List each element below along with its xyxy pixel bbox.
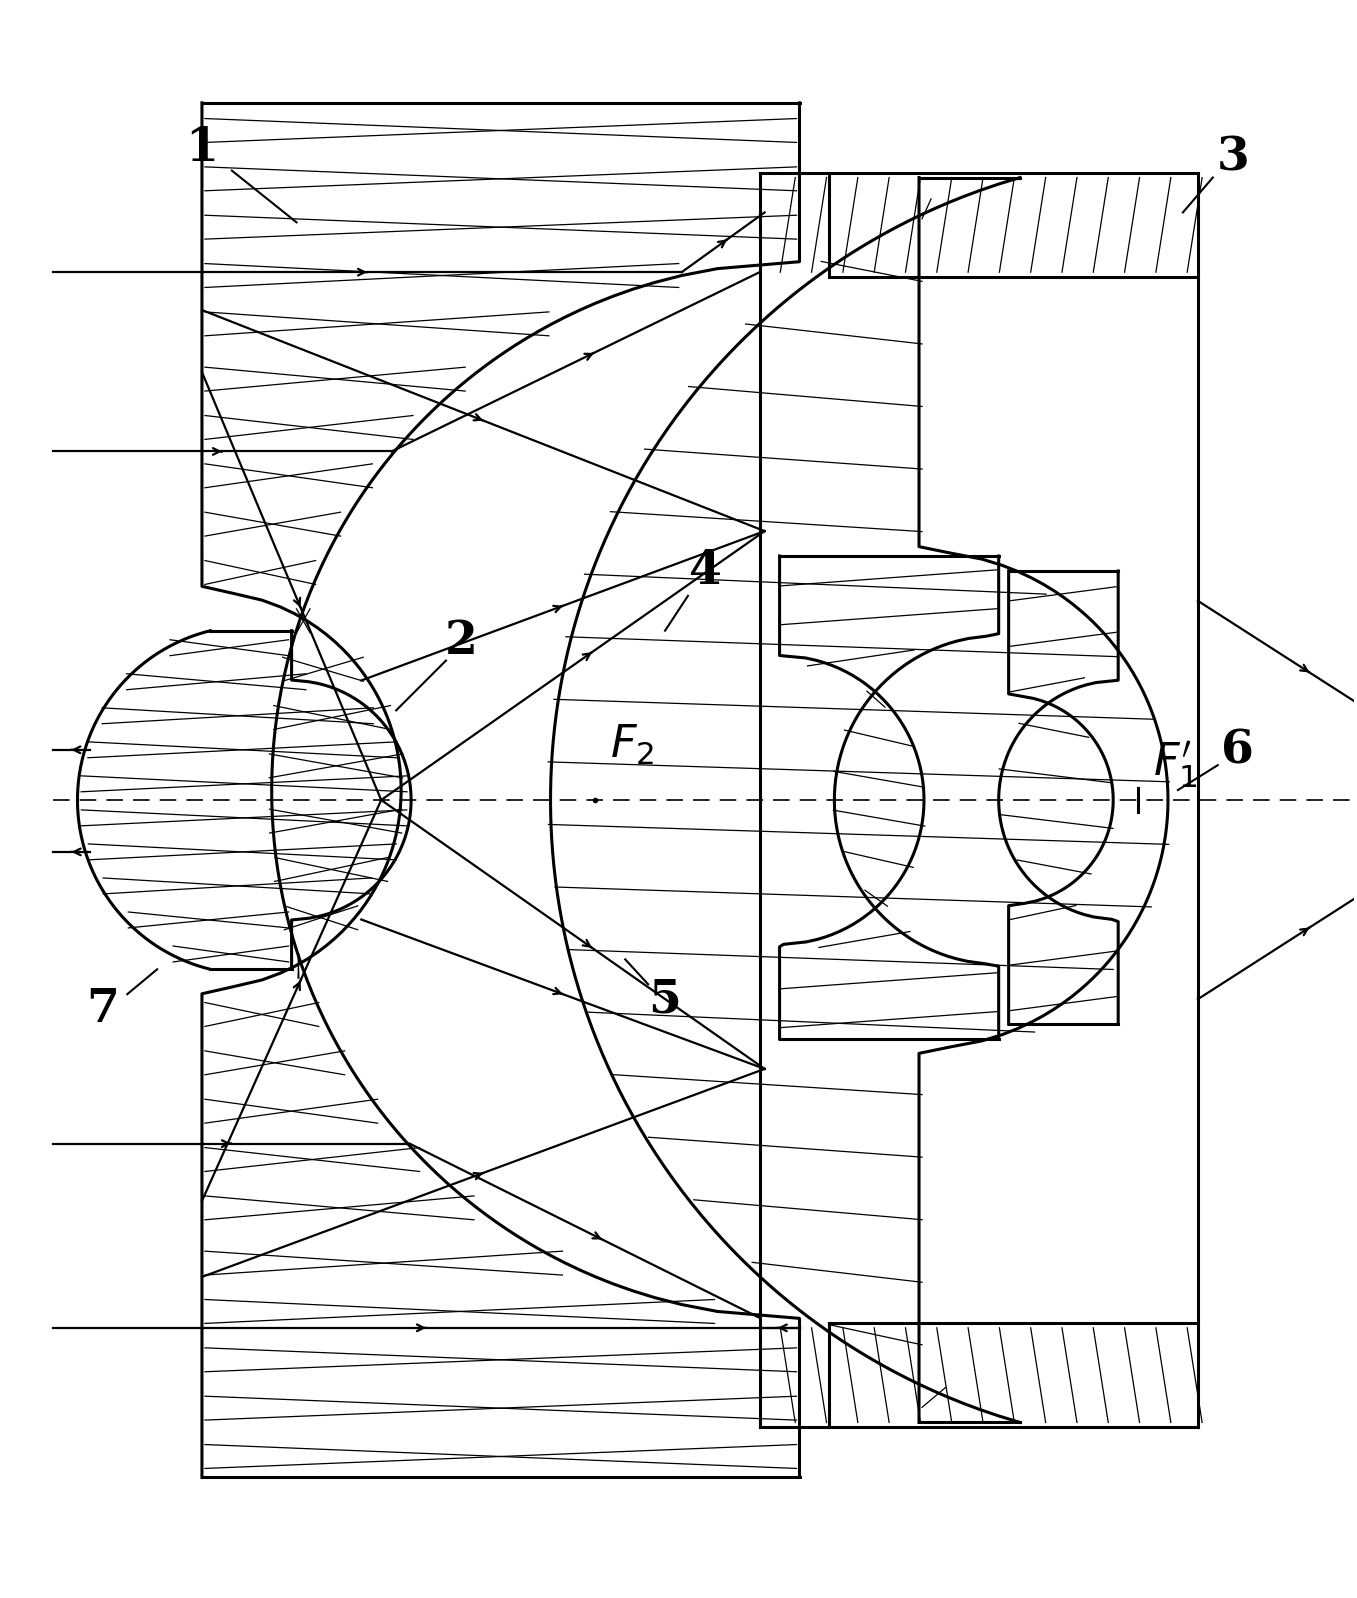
Text: 3: 3 <box>1216 134 1248 181</box>
Text: $F_2$: $F_2$ <box>611 724 654 767</box>
Text: 1: 1 <box>186 125 218 171</box>
Text: 6: 6 <box>1221 727 1254 773</box>
Text: 5: 5 <box>649 976 681 1023</box>
Text: 2: 2 <box>445 618 478 663</box>
Text: 4: 4 <box>688 548 722 594</box>
Text: 7: 7 <box>85 986 119 1032</box>
Text: $F_1'$: $F_1'$ <box>1153 740 1198 791</box>
